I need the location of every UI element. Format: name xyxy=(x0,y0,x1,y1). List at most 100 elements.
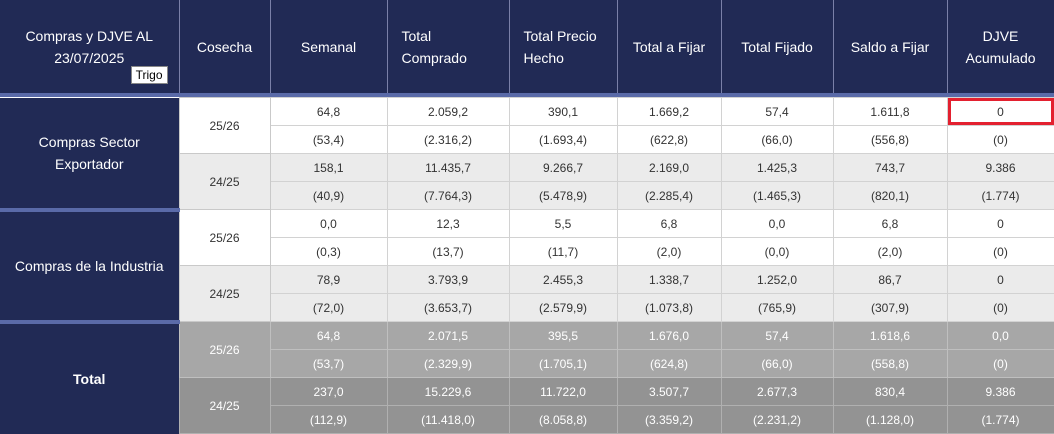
value-cell: 57,4 xyxy=(720,97,834,126)
value-cell: 2.169,0 xyxy=(616,153,722,182)
value-cell: 64,8 xyxy=(269,97,388,126)
value-cell: 0 xyxy=(946,265,1054,294)
value-cell: 57,4 xyxy=(720,321,834,350)
table-row: (40,9) (7.764,3) (5.478,9) (2.285,4) (1.… xyxy=(0,181,1054,210)
diff-cell: (0) xyxy=(946,237,1054,266)
harvest-cell: 24/25 xyxy=(178,265,271,322)
harvest-cell: 25/26 xyxy=(178,321,271,378)
value-cell: 86,7 xyxy=(832,265,948,294)
header-separator xyxy=(0,93,1054,98)
column-header-saldo-a-fijar: Saldo a Fijar xyxy=(832,0,948,93)
commodity-badge[interactable]: Trigo xyxy=(130,66,168,84)
table-row: 24/25 237,0 15.229,6 11.722,0 3.507,7 2.… xyxy=(0,377,1054,434)
value-cell: 158,1 xyxy=(269,153,388,182)
diff-cell: (2.329,9) xyxy=(386,349,510,378)
diff-cell: (8.058,8) xyxy=(508,405,618,434)
value-cell: 0 xyxy=(946,209,1054,238)
diff-cell: (307,9) xyxy=(832,293,948,322)
harvest-cell: 25/26 xyxy=(178,209,271,266)
diff-cell: (0) xyxy=(946,293,1054,322)
diff-cell: (1.465,3) xyxy=(720,181,834,210)
column-header-total-comprado: Total Comprado xyxy=(386,0,510,93)
diff-cell: (72,0) xyxy=(269,293,388,322)
diff-cell: (11,7) xyxy=(508,237,618,266)
diff-cell: (820,1) xyxy=(832,181,948,210)
diff-cell: (66,0) xyxy=(720,349,834,378)
diff-cell: (558,8) xyxy=(832,349,948,378)
value-cell: 11.722,0 xyxy=(508,377,618,406)
column-header-total-precio-hecho: Total Precio Hecho xyxy=(508,0,618,93)
diff-cell: (3.359,2) xyxy=(616,405,722,434)
diff-cell: (13,7) xyxy=(386,237,510,266)
diff-cell: (1.693,4) xyxy=(508,125,618,154)
harvest-cell: 25/26 xyxy=(178,97,271,154)
diff-cell: (0) xyxy=(946,349,1054,378)
table-title: Compras y DJVE AL 23/07/2025 xyxy=(25,27,154,66)
diff-cell: (1.774) xyxy=(946,181,1054,210)
value-cell: 830,4 xyxy=(832,377,948,406)
value-cell: 2.071,5 xyxy=(386,321,510,350)
diff-cell: (40,9) xyxy=(269,181,388,210)
diff-cell: (53,4) xyxy=(269,125,388,154)
diff-cell: (622,8) xyxy=(616,125,722,154)
value-cell: 743,7 xyxy=(832,153,948,182)
value-cell: 1.618,6 xyxy=(832,321,948,350)
diff-cell: (1.128,0) xyxy=(832,405,948,434)
diff-cell: (11.418,0) xyxy=(386,405,510,434)
value-cell: 1.252,0 xyxy=(720,265,834,294)
table-row: (0,3) (13,7) (11,7) (2,0) (0,0) (2,0) (0… xyxy=(0,237,1054,266)
value-cell: 6,8 xyxy=(616,209,722,238)
section-label-exportador: Compras Sector Exportador xyxy=(0,97,179,212)
value-cell: 0,0 xyxy=(946,321,1054,350)
value-cell: 0,0 xyxy=(720,209,834,238)
table-title-cell: Compras y DJVE AL 23/07/2025 Trigo xyxy=(0,0,180,93)
table-row: 24/25 78,9 3.793,9 2.455,3 1.338,7 1.252… xyxy=(0,265,1054,322)
diff-cell: (2.285,4) xyxy=(616,181,722,210)
value-cell: 2.059,2 xyxy=(386,97,510,126)
value-cell: 237,0 xyxy=(269,377,388,406)
diff-cell: (3.653,7) xyxy=(386,293,510,322)
diff-cell: (66,0) xyxy=(720,125,834,154)
column-header-cosecha: Cosecha xyxy=(178,0,271,93)
diff-cell: (1.705,1) xyxy=(508,349,618,378)
diff-cell: (0,3) xyxy=(269,237,388,266)
column-header-total-a-fijar: Total a Fijar xyxy=(616,0,722,93)
diff-cell: (112,9) xyxy=(269,405,388,434)
table-row: 24/25 158,1 11.435,7 9.266,7 2.169,0 1.4… xyxy=(0,153,1054,210)
column-header-djve-acumulado: DJVE Acumulado xyxy=(946,0,1054,93)
value-cell: 395,5 xyxy=(508,321,618,350)
diff-cell: (2,0) xyxy=(832,237,948,266)
value-cell: 12,3 xyxy=(386,209,510,238)
table-row: Compras Sector Exportador 25/26 64,8 2.0… xyxy=(0,97,1054,212)
diff-cell: (624,8) xyxy=(616,349,722,378)
highlighted-value-cell: 0 xyxy=(946,97,1054,126)
table-row: (72,0) (3.653,7) (2.579,9) (1.073,8) (76… xyxy=(0,293,1054,322)
diff-cell: (0) xyxy=(946,125,1054,154)
diff-cell: (2.579,9) xyxy=(508,293,618,322)
diff-cell: (2.231,2) xyxy=(720,405,834,434)
column-header-semanal: Semanal xyxy=(269,0,388,93)
value-cell: 2.677,3 xyxy=(720,377,834,406)
column-header-total-fijado: Total Fijado xyxy=(720,0,834,93)
diff-cell: (556,8) xyxy=(832,125,948,154)
value-cell: 3.507,7 xyxy=(616,377,722,406)
value-cell: 78,9 xyxy=(269,265,388,294)
value-cell: 9.266,7 xyxy=(508,153,618,182)
table-row: (53,4) (2.316,2) (1.693,4) (622,8) (66,0… xyxy=(0,125,1054,154)
section-label-total: Total xyxy=(0,321,179,434)
value-cell: 1.425,3 xyxy=(720,153,834,182)
value-cell: 6,8 xyxy=(832,209,948,238)
value-cell: 15.229,6 xyxy=(386,377,510,406)
table-row: Compras de la Industria 25/26 0,0 12,3 5… xyxy=(0,209,1054,324)
diff-cell: (5.478,9) xyxy=(508,181,618,210)
table-row: (112,9) (11.418,0) (8.058,8) (3.359,2) (… xyxy=(0,405,1054,434)
value-cell: 1.676,0 xyxy=(616,321,722,350)
diff-cell: (0,0) xyxy=(720,237,834,266)
diff-cell: (1.774) xyxy=(946,405,1054,434)
harvest-cell: 24/25 xyxy=(178,377,271,434)
value-cell: 2.455,3 xyxy=(508,265,618,294)
value-cell: 390,1 xyxy=(508,97,618,126)
value-cell: 1.611,8 xyxy=(832,97,948,126)
value-cell: 1.338,7 xyxy=(616,265,722,294)
